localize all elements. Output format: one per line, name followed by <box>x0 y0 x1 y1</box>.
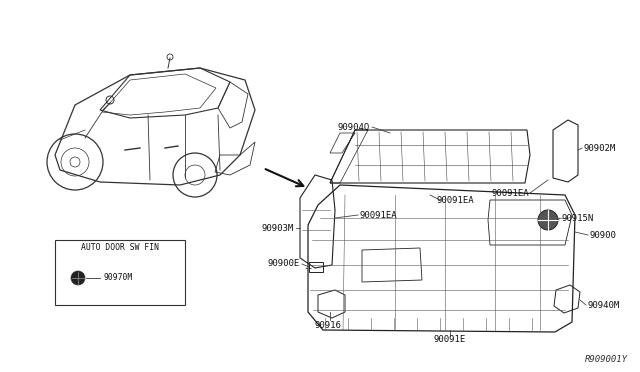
Text: 90902M: 90902M <box>584 144 616 153</box>
Text: 90900: 90900 <box>590 231 617 240</box>
Text: 90900E: 90900E <box>268 260 300 269</box>
Text: 90091EA: 90091EA <box>360 211 397 219</box>
Text: 90916: 90916 <box>315 321 341 330</box>
Text: 90091EA: 90091EA <box>436 196 474 205</box>
Circle shape <box>538 210 558 230</box>
Text: 90903M: 90903M <box>262 224 294 232</box>
Circle shape <box>71 271 85 285</box>
Text: AUTO DOOR SW FIN: AUTO DOOR SW FIN <box>81 244 159 253</box>
FancyBboxPatch shape <box>55 240 185 305</box>
Text: 90940M: 90940M <box>588 301 620 310</box>
Text: 90091E: 90091E <box>434 336 466 344</box>
Text: 90970M: 90970M <box>103 273 132 282</box>
Text: 90915N: 90915N <box>562 214 595 222</box>
Text: R909001Y: R909001Y <box>585 356 628 365</box>
Bar <box>309 262 323 272</box>
Text: 90904Q: 90904Q <box>338 122 370 131</box>
Text: 90091EA: 90091EA <box>491 189 529 198</box>
